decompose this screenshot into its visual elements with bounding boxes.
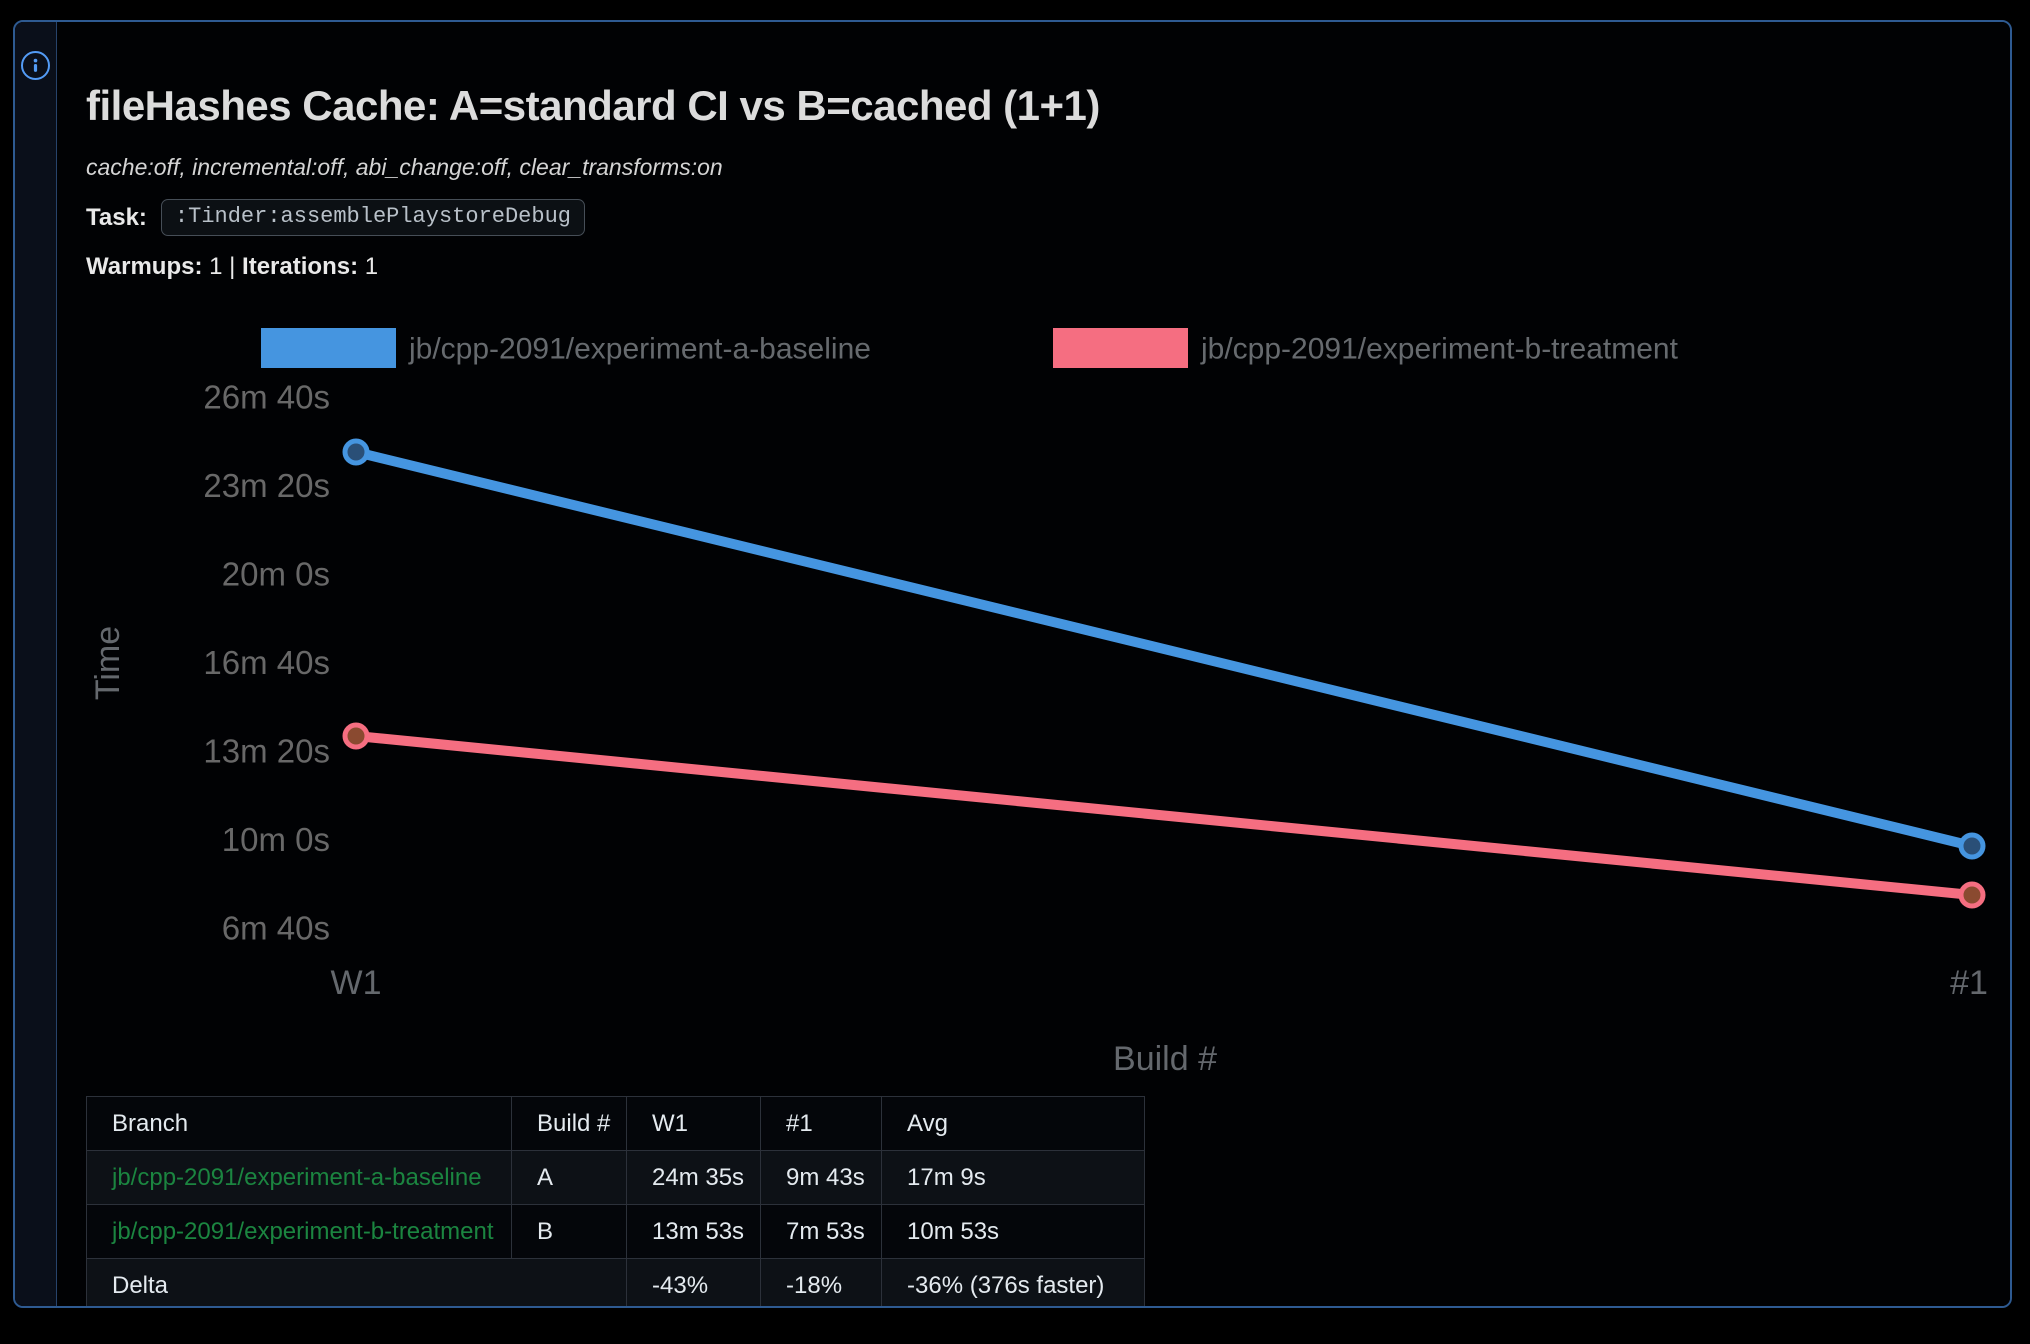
y-axis-title: Time bbox=[89, 626, 127, 700]
legend-swatch-treatment bbox=[1053, 328, 1188, 368]
y-tick-2: 20m 0s bbox=[222, 556, 330, 593]
cell-w1-b: 13m 53s bbox=[626, 1204, 761, 1259]
point-baseline-1[interactable] bbox=[1958, 832, 1986, 860]
col-header-avg: Avg bbox=[881, 1096, 1145, 1151]
y-tick-1: 23m 20s bbox=[203, 467, 330, 504]
x-tick-w1: W1 bbox=[331, 964, 382, 1002]
point-treatment-w1[interactable] bbox=[342, 722, 370, 750]
col-header-w1: W1 bbox=[626, 1096, 761, 1151]
warmups-iterations-row: Warmups: 1 | Iterations: 1 bbox=[86, 253, 1996, 281]
cell-delta-avg: -36% (376s faster) bbox=[881, 1258, 1145, 1306]
cell-avg-b: 10m 53s bbox=[881, 1204, 1145, 1259]
legend-swatch-baseline bbox=[261, 328, 396, 368]
table-row-delta: Delta -43% -18% -36% (376s faster) bbox=[86, 1258, 1145, 1306]
task-code-chip: :Tinder:assemblePlaystoreDebug bbox=[160, 199, 585, 236]
y-tick-5: 10m 0s bbox=[222, 821, 330, 858]
table-header-row: Branch Build # W1 #1 Avg bbox=[86, 1096, 1145, 1151]
branch-link-treatment[interactable]: jb/cpp-2091/experiment-b-treatment bbox=[112, 1217, 494, 1245]
warmups-value: 1 bbox=[202, 253, 230, 280]
cell-delta-n1: -18% bbox=[760, 1258, 882, 1306]
cell-n1-a: 9m 43s bbox=[760, 1150, 882, 1205]
col-header-build: Build # bbox=[511, 1096, 627, 1151]
cell-delta-label: Delta bbox=[86, 1258, 627, 1306]
point-baseline-w1[interactable] bbox=[342, 438, 370, 466]
y-tick-4: 13m 20s bbox=[203, 733, 330, 770]
separator: | bbox=[229, 253, 243, 280]
cell-delta-w1: -43% bbox=[626, 1258, 761, 1306]
iterations-value: 1 bbox=[358, 253, 379, 280]
info-icon-glyph bbox=[33, 58, 38, 72]
table-row-baseline: jb/cpp-2091/experiment-a-baseline A 24m … bbox=[86, 1150, 1145, 1205]
line-chart: jb/cpp-2091/experiment-a-baseline jb/cpp… bbox=[89, 328, 1988, 1078]
cell-build-b: B bbox=[511, 1204, 627, 1259]
x-tick-1: #1 bbox=[1950, 964, 1988, 1002]
iterations-label: Iterations: bbox=[242, 253, 359, 280]
point-treatment-1[interactable] bbox=[1958, 881, 1986, 909]
task-row: Task: :Tinder:assemblePlaystoreDebug bbox=[86, 199, 1996, 236]
legend-item-baseline[interactable]: jb/cpp-2091/experiment-a-baseline bbox=[261, 328, 871, 368]
legend-label-baseline: jb/cpp-2091/experiment-a-baseline bbox=[408, 333, 871, 366]
page-title: fileHashes Cache: A=standard CI vs B=cac… bbox=[86, 82, 1100, 129]
col-header-n1: #1 bbox=[760, 1096, 882, 1151]
config-subtitle: cache:off, incremental:off, abi_change:o… bbox=[86, 154, 723, 180]
report-content: fileHashes Cache: A=standard CI vs B=cac… bbox=[57, 22, 2010, 1306]
chart-area: jb/cpp-2091/experiment-a-baseline jb/cpp… bbox=[86, 289, 1996, 1082]
cell-w1-a: 24m 35s bbox=[626, 1150, 761, 1205]
warmups-label: Warmups: bbox=[86, 253, 203, 280]
y-tick-3: 16m 40s bbox=[203, 644, 330, 681]
table-row-treatment: jb/cpp-2091/experiment-b-treatment B 13m… bbox=[86, 1204, 1145, 1259]
series-line-treatment bbox=[355, 731, 1973, 900]
task-label: Task: bbox=[86, 203, 147, 231]
cell-build-a: A bbox=[511, 1150, 627, 1205]
panel-gutter bbox=[15, 22, 57, 1306]
x-axis-title: Build # bbox=[1113, 1040, 1217, 1077]
branch-link-baseline[interactable]: jb/cpp-2091/experiment-a-baseline bbox=[112, 1163, 482, 1191]
legend-item-treatment[interactable]: jb/cpp-2091/experiment-b-treatment bbox=[1053, 328, 1679, 368]
report-panel: fileHashes Cache: A=standard CI vs B=cac… bbox=[13, 20, 2012, 1308]
cell-n1-b: 7m 53s bbox=[760, 1204, 882, 1259]
results-table: Branch Build # W1 #1 Avg jb/cpp-2091/exp… bbox=[86, 1096, 1145, 1306]
legend-label-treatment: jb/cpp-2091/experiment-b-treatment bbox=[1200, 333, 1679, 366]
cell-avg-a: 17m 9s bbox=[881, 1150, 1145, 1205]
info-icon[interactable] bbox=[21, 51, 50, 80]
y-tick-6: 6m 40s bbox=[222, 910, 330, 947]
y-tick-0: 26m 40s bbox=[203, 379, 330, 416]
col-header-branch: Branch bbox=[86, 1096, 512, 1151]
series-line-baseline bbox=[354, 447, 1974, 851]
